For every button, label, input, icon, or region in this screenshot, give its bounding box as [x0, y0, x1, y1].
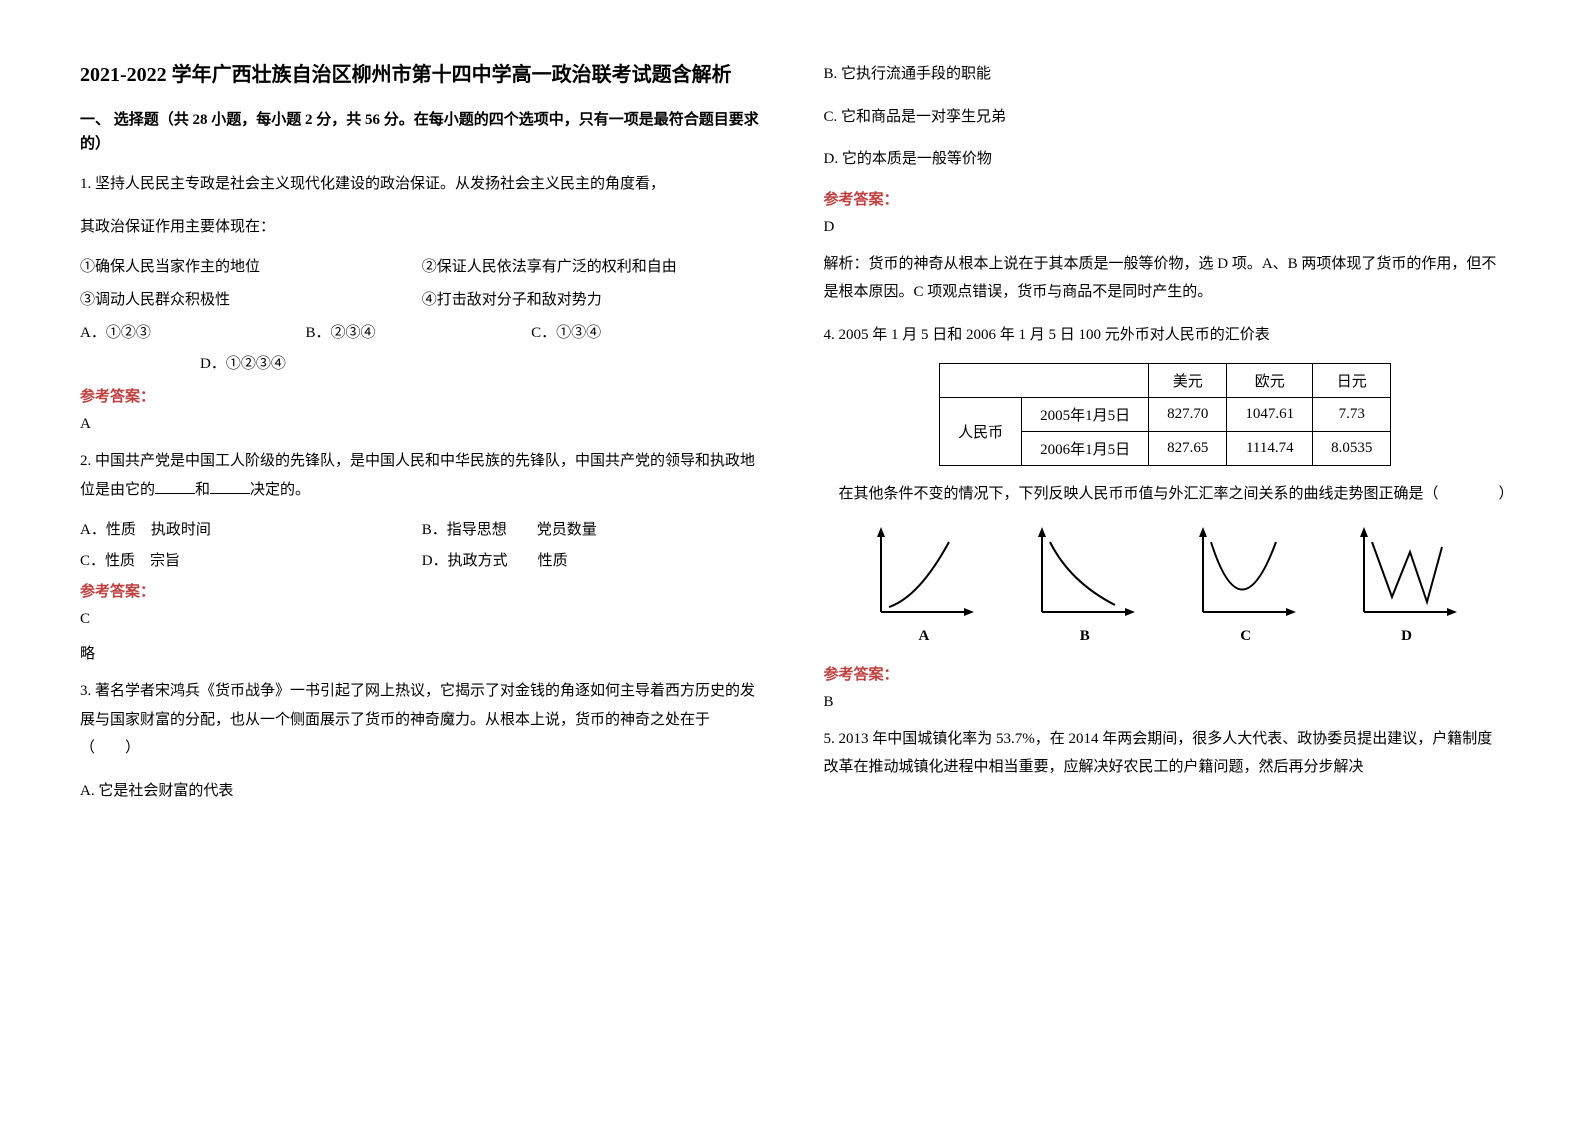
q3-stem: 3. 著名学者宋鸿兵《货币战争》一书引起了网上热议，它揭示了对金钱的角逐如何主导… [80, 677, 764, 763]
q2-stem-end: 决定的。 [250, 482, 310, 498]
cell-jpy2: 8.0535 [1313, 432, 1391, 466]
q1-answer-label: 参考答案： [80, 385, 764, 406]
q2-optB: B．指导思想 党员数量 [422, 518, 764, 539]
q1-answer: A [80, 416, 764, 433]
cell-jpy1: 7.73 [1313, 398, 1391, 432]
exam-title: 2021-2022 学年广西壮族自治区柳州市第十四中学高一政治联考试题含解析 [80, 60, 764, 90]
q3-answer-label: 参考答案： [824, 188, 1508, 209]
q1-stem2: 其政治保证作用主要体现在： [80, 213, 764, 242]
left-column: 2021-2022 学年广西壮族自治区柳州市第十四中学高一政治联考试题含解析 一… [50, 60, 794, 1062]
q2-optC: C．性质 宗旨 [80, 549, 422, 570]
q2-opts-row1: A．性质 执政时间 B．指导思想 党员数量 [80, 518, 764, 539]
cell-eur2: 1114.74 [1227, 432, 1313, 466]
th-blank [940, 364, 1149, 398]
chart-B: B [1030, 527, 1140, 645]
chart-A: A [869, 527, 979, 645]
q1-options: A．①②③ B．②③④ C．①③④ [80, 321, 764, 342]
row-label-rmb: 人民币 [940, 398, 1022, 466]
q1-stem: 1. 坚持人民民主专政是社会主义现代化建设的政治保证。从发扬社会主义民主的角度看… [80, 170, 764, 199]
th-jpy: 日元 [1313, 364, 1391, 398]
q2-note: 略 [80, 642, 764, 663]
q1-optA: A．①②③ [80, 321, 306, 342]
chart-A-label: A [919, 628, 930, 645]
cell-usd2: 827.65 [1149, 432, 1227, 466]
q4-stem: 4. 2005 年 1 月 5 日和 2006 年 1 月 5 日 100 元外… [824, 321, 1508, 350]
table-row: 人民币 2005年1月5日 827.70 1047.61 7.73 [940, 398, 1391, 432]
chart-D-svg [1352, 527, 1462, 622]
q4-stem2: 在其他条件不变的情况下，下列反映人民币币值与外汇汇率之间关系的曲线走势图正确是（… [824, 480, 1508, 509]
exchange-rate-table: 美元 欧元 日元 人民币 2005年1月5日 827.70 1047.61 7.… [939, 363, 1391, 466]
cell-eur1: 1047.61 [1227, 398, 1313, 432]
table-header-row: 美元 欧元 日元 [940, 364, 1391, 398]
blank-1 [155, 480, 195, 494]
q4-answer-label: 参考答案： [824, 663, 1508, 684]
q1-item3: ③调动人民群众积极性 [80, 288, 422, 309]
cell-usd1: 827.70 [1149, 398, 1227, 432]
chart-B-svg [1030, 527, 1140, 622]
q3-answer: D [824, 219, 1508, 236]
q2-stem-mid: 和 [195, 482, 210, 498]
chart-D-label: D [1401, 628, 1412, 645]
chart-B-label: B [1080, 628, 1090, 645]
chart-C-label: C [1240, 628, 1251, 645]
chart-D: D [1352, 527, 1462, 645]
q2-stem: 2. 中国共产党是中国工人阶级的先锋队，是中国人民和中华民族的先锋队，中国共产党… [80, 447, 764, 504]
th-eur: 欧元 [1227, 364, 1313, 398]
q1-item1: ①确保人民当家作主的地位 [80, 255, 422, 276]
charts-row: A B C [824, 527, 1508, 645]
q3-explanation: 解析：货币的神奇从根本上说在于其本质是一般等价物，选 D 项。A、B 两项体现了… [824, 250, 1508, 307]
chart-A-svg [869, 527, 979, 622]
q1-items-row1: ①确保人民当家作主的地位 ②保证人民依法享有广泛的权利和自由 [80, 255, 764, 276]
q1-items-row2: ③调动人民群众积极性 ④打击敌对分子和敌对势力 [80, 288, 764, 309]
q2-opts-row2: C．性质 宗旨 D．执政方式 性质 [80, 549, 764, 570]
q3-optB: B. 它执行流通手段的职能 [824, 60, 1508, 89]
q3-optD: D. 它的本质是一般等价物 [824, 145, 1508, 174]
th-usd: 美元 [1149, 364, 1227, 398]
q2-optA: A．性质 执政时间 [80, 518, 422, 539]
q2-answer-label: 参考答案： [80, 580, 764, 601]
cell-date1: 2005年1月5日 [1022, 398, 1149, 432]
q3-optA: A. 它是社会财富的代表 [80, 777, 764, 806]
q2-answer: C [80, 611, 764, 628]
q3-optC: C. 它和商品是一对孪生兄弟 [824, 103, 1508, 132]
q4-answer: B [824, 694, 1508, 711]
q1-item2: ②保证人民依法享有广泛的权利和自由 [422, 255, 764, 276]
q1-optB: B．②③④ [306, 321, 532, 342]
section-heading: 一、 选择题（共 28 小题，每小题 2 分，共 56 分。在每小题的四个选项中… [80, 108, 764, 156]
q1-optC: C．①③④ [531, 321, 757, 342]
chart-C-svg [1191, 527, 1301, 622]
q5-stem: 5. 2013 年中国城镇化率为 53.7%，在 2014 年两会期间，很多人大… [824, 725, 1508, 782]
q2-optD: D．执政方式 性质 [422, 549, 764, 570]
blank-2 [210, 480, 250, 494]
chart-C: C [1191, 527, 1301, 645]
q1-item4: ④打击敌对分子和敌对势力 [422, 288, 764, 309]
q1-optD: D．①②③④ [80, 352, 764, 373]
right-column: B. 它执行流通手段的职能 C. 它和商品是一对孪生兄弟 D. 它的本质是一般等… [794, 60, 1538, 1062]
cell-date2: 2006年1月5日 [1022, 432, 1149, 466]
